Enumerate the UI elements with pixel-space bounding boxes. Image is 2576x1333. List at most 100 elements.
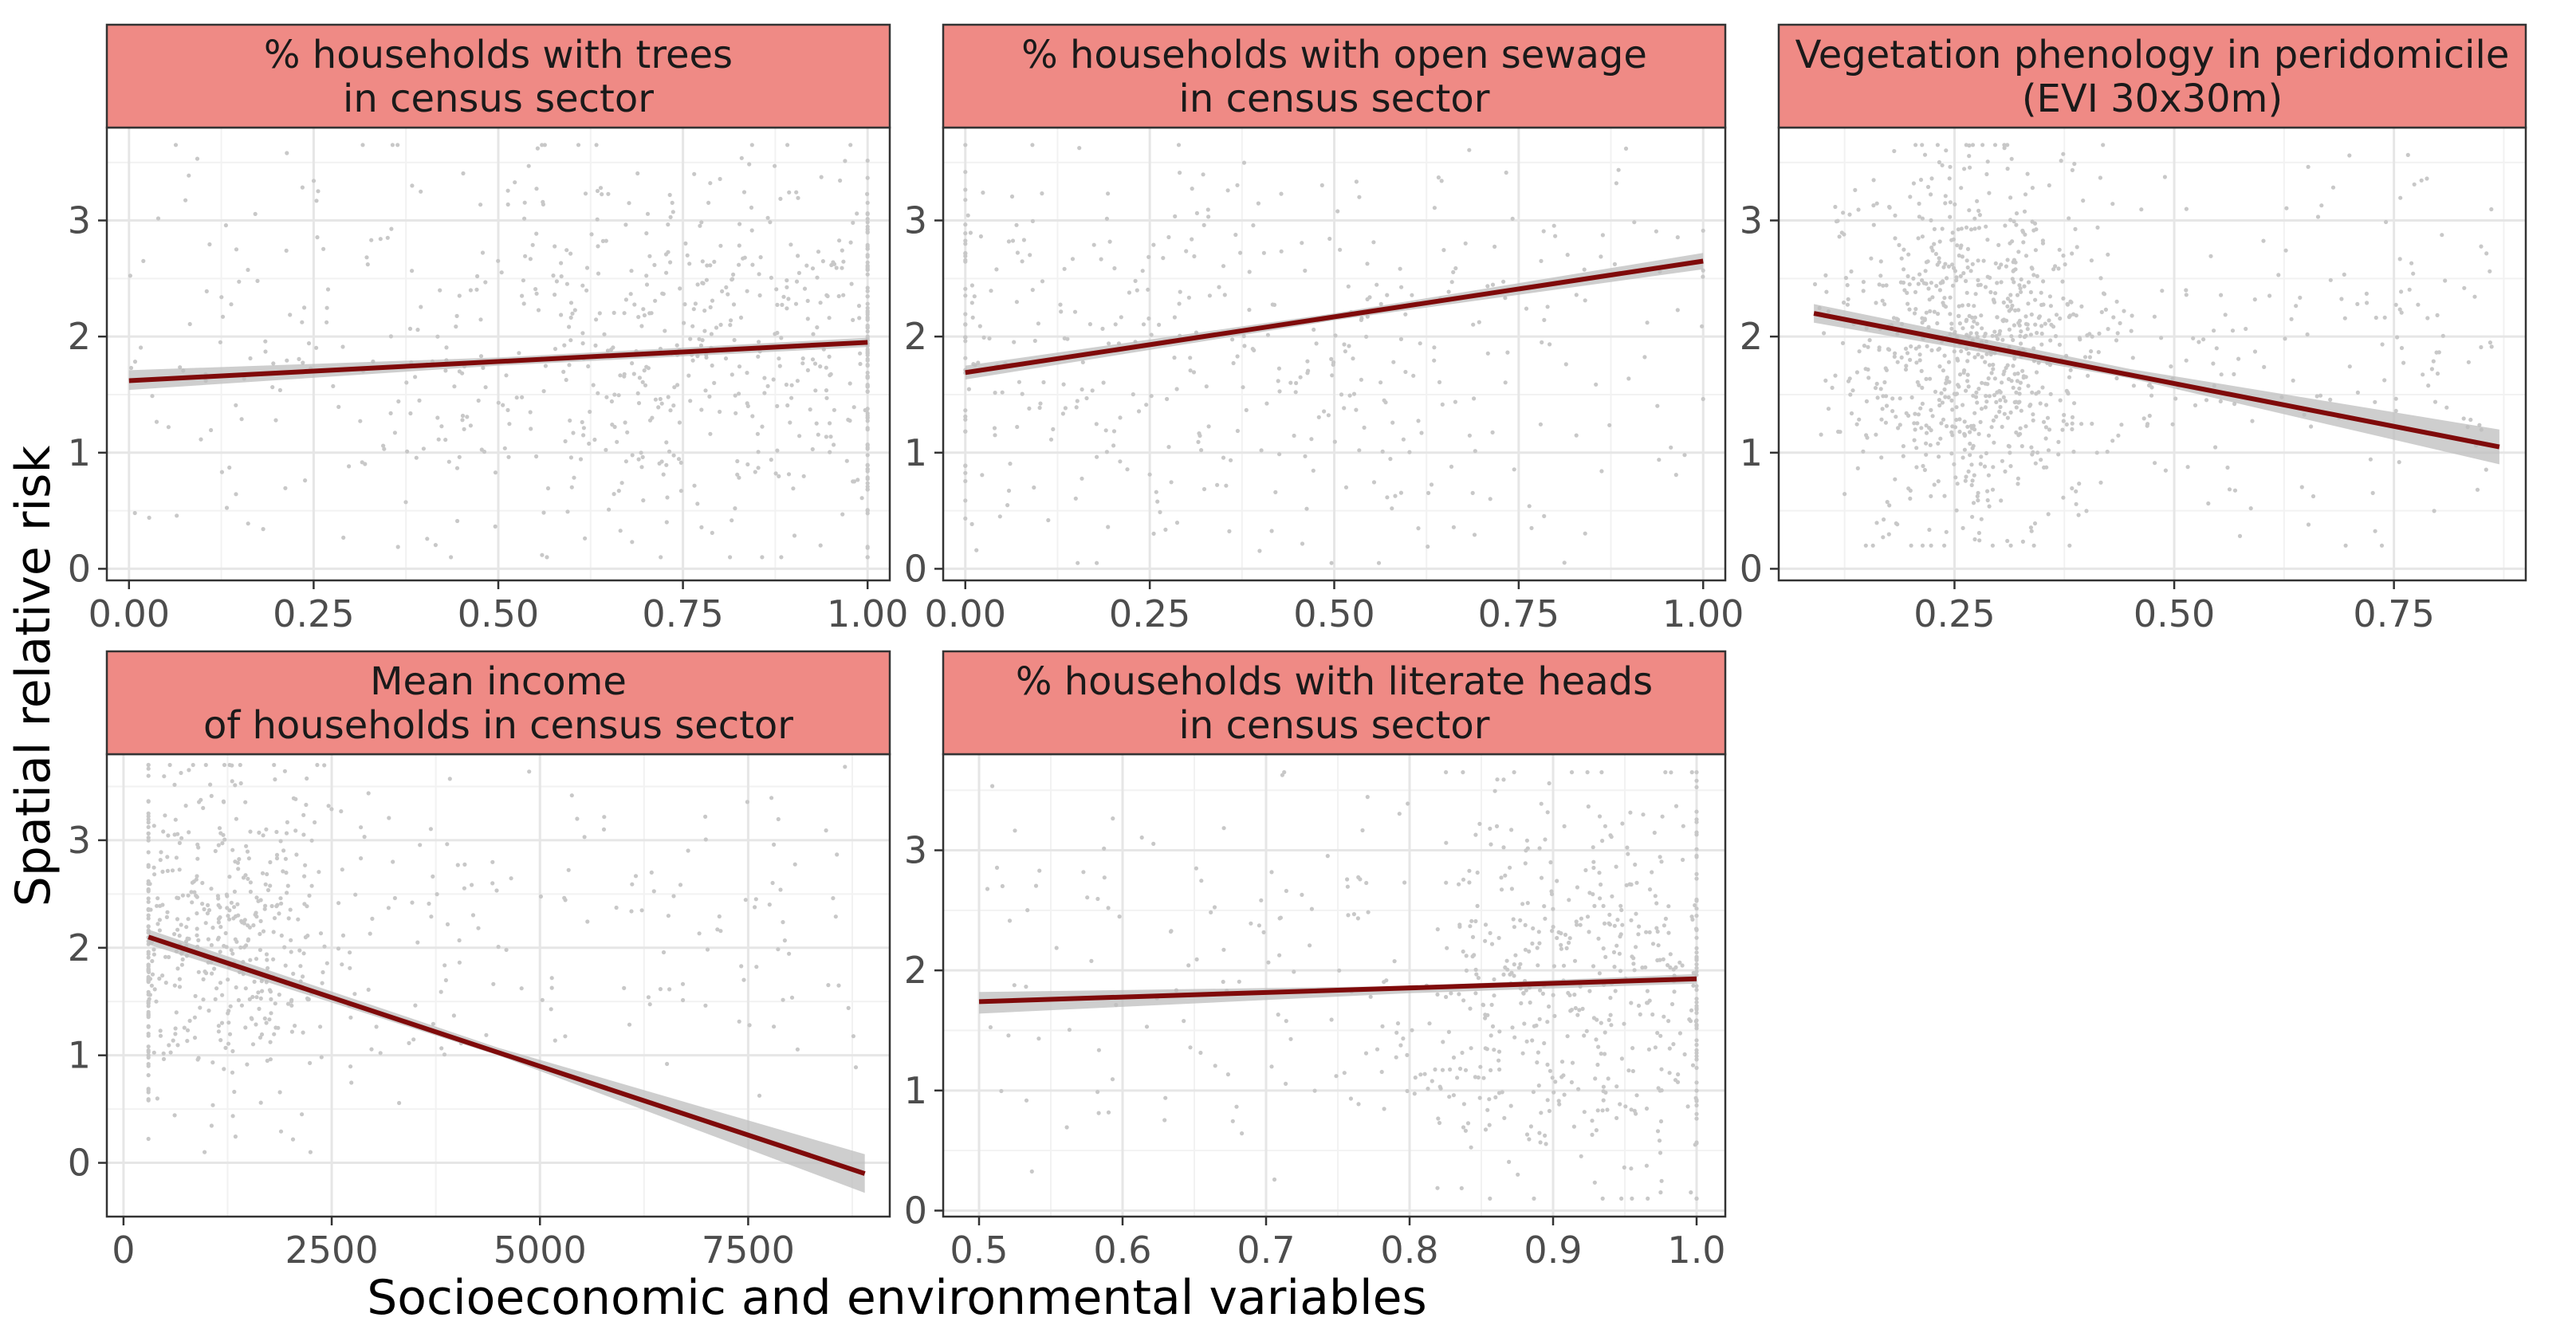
data-point — [146, 1032, 151, 1036]
data-point — [326, 804, 331, 808]
data-point — [1539, 1111, 1544, 1115]
data-point — [385, 235, 390, 240]
data-point — [496, 258, 501, 263]
data-point — [1330, 373, 1335, 378]
data-point — [865, 289, 870, 293]
data-point — [1899, 256, 1904, 261]
data-point — [366, 791, 371, 796]
data-point — [977, 324, 982, 328]
data-point — [1663, 916, 1668, 921]
data-point — [1606, 1076, 1610, 1081]
data-point — [1946, 264, 1951, 269]
data-point — [1989, 425, 1994, 430]
data-point — [1941, 303, 1946, 308]
data-point — [827, 354, 832, 359]
data-point — [482, 450, 487, 454]
data-point — [2106, 327, 2110, 332]
data-point — [1955, 243, 1960, 248]
data-point — [146, 967, 151, 972]
data-point — [276, 1025, 281, 1030]
data-point — [2023, 192, 2028, 197]
data-point — [1881, 283, 1886, 288]
data-point — [671, 453, 676, 458]
data-point — [1582, 1033, 1587, 1038]
data-point — [1605, 1107, 1610, 1112]
data-point — [1407, 450, 1412, 454]
data-point — [1102, 875, 1107, 880]
data-point — [664, 270, 669, 275]
data-point — [427, 901, 431, 906]
data-point — [2059, 159, 2063, 163]
data-point — [291, 971, 296, 976]
data-point — [1912, 311, 1917, 316]
data-point — [285, 1001, 291, 1006]
data-point — [314, 345, 319, 350]
data-point — [1937, 403, 1942, 408]
data-point — [796, 270, 802, 275]
data-point — [1559, 1060, 1565, 1064]
data-point — [290, 1137, 296, 1142]
data-point — [293, 828, 298, 833]
data-point — [545, 555, 549, 560]
data-point — [1634, 1093, 1639, 1098]
data-point — [1528, 1124, 1533, 1129]
data-point — [1496, 1058, 1501, 1063]
data-point — [2057, 247, 2062, 252]
data-point — [2212, 328, 2216, 333]
data-point — [1146, 287, 1150, 292]
data-point — [1020, 391, 1025, 396]
data-point — [794, 190, 799, 195]
data-point — [616, 393, 621, 398]
data-point — [258, 1035, 263, 1040]
data-point — [1025, 908, 1030, 913]
data-point — [788, 420, 792, 425]
data-point — [1847, 212, 1852, 217]
data-point — [2047, 294, 2052, 299]
data-point — [2184, 288, 2189, 293]
data-point — [1948, 295, 1953, 300]
data-point — [180, 893, 185, 898]
data-point — [2237, 533, 2243, 539]
data-point — [2003, 223, 2008, 228]
data-point — [1845, 283, 1850, 288]
data-point — [1552, 1013, 1557, 1018]
data-point — [712, 380, 717, 385]
data-point — [1467, 147, 1472, 152]
data-point — [1992, 376, 1997, 381]
data-point — [150, 958, 155, 964]
data-point — [1284, 888, 1288, 894]
data-point — [410, 183, 415, 188]
data-point — [1823, 378, 1828, 383]
data-point — [1277, 953, 1282, 957]
data-point — [2023, 232, 2027, 237]
data-point — [1331, 360, 1336, 365]
data-point — [166, 425, 171, 430]
data-point — [2073, 226, 2078, 231]
data-point — [1473, 918, 1478, 924]
data-point — [969, 301, 974, 305]
data-point — [2364, 291, 2369, 296]
data-point — [2184, 358, 2189, 363]
data-point — [2006, 443, 2011, 449]
data-point — [1866, 367, 1870, 372]
data-point — [1446, 1029, 1451, 1034]
data-point — [1483, 1127, 1489, 1132]
data-point — [1945, 423, 1949, 429]
data-point — [604, 238, 608, 243]
data-point — [1948, 200, 1953, 205]
data-point — [674, 343, 679, 348]
data-point — [1149, 332, 1154, 337]
data-point — [146, 1098, 151, 1103]
data-point — [851, 479, 855, 484]
data-point — [209, 427, 214, 433]
data-point — [1473, 991, 1478, 996]
data-point — [1084, 395, 1089, 401]
data-point — [710, 298, 715, 303]
data-point — [1673, 473, 1678, 478]
data-point — [1962, 368, 1967, 373]
data-point — [1555, 879, 1559, 883]
data-point — [1659, 859, 1664, 864]
data-point — [1272, 302, 1277, 307]
data-point — [1866, 376, 1871, 380]
